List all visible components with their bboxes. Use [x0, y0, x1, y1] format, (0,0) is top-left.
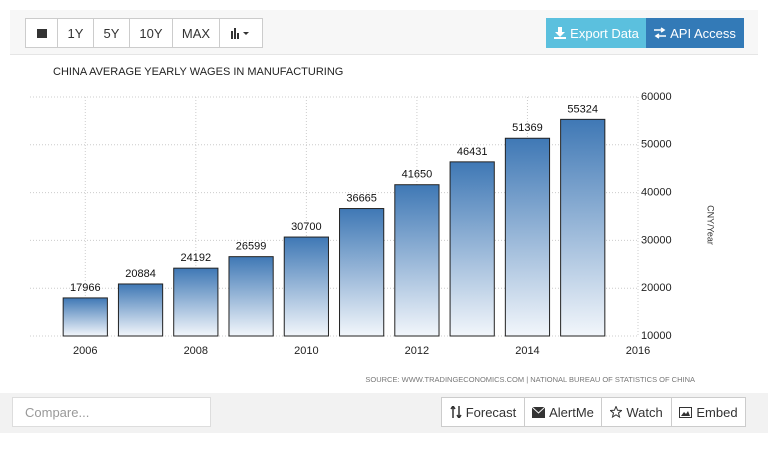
bar — [339, 208, 385, 337]
y-tick-label: 30000 — [641, 234, 672, 246]
api-button[interactable]: API Access — [646, 18, 744, 48]
watch-button[interactable]: Watch — [601, 397, 672, 427]
bar — [117, 283, 164, 337]
y-tick-label: 40000 — [641, 187, 672, 199]
export-button[interactable]: Export Data — [546, 18, 647, 48]
swap-icon — [654, 27, 667, 39]
image-icon — [679, 406, 693, 418]
bar — [449, 161, 495, 337]
forecast-icon — [450, 406, 462, 418]
bar — [62, 297, 108, 337]
y-tick-label: 60000 — [641, 91, 672, 103]
data-label: 17966 — [70, 282, 101, 294]
data-label: 55324 — [567, 103, 598, 115]
alert-label: AlertMe — [549, 404, 594, 420]
range-button[interactable]: 1Y — [57, 18, 94, 48]
data-label: 51369 — [512, 122, 543, 134]
bar — [228, 256, 274, 337]
y-tick-label: 10000 — [641, 330, 672, 342]
calendar-button[interactable] — [25, 18, 58, 48]
bar — [504, 137, 551, 337]
bar — [560, 118, 606, 337]
watch-label: Watch — [626, 404, 663, 420]
forecast-label: Forecast — [465, 404, 517, 420]
api-label: API Access — [670, 25, 736, 41]
data-label: 30700 — [291, 221, 322, 233]
x-tick-label: 2012 — [405, 345, 429, 357]
download-icon — [554, 27, 567, 39]
bar — [394, 184, 440, 337]
range-button[interactable]: 5Y — [93, 18, 130, 48]
x-tick-label: 2010 — [294, 345, 318, 357]
export-label: Export Data — [570, 25, 639, 41]
y-tick-label: 50000 — [641, 139, 672, 151]
data-label: 41650 — [402, 169, 433, 181]
x-tick-label: 2008 — [184, 345, 208, 357]
range-button[interactable]: MAX — [172, 18, 220, 48]
compare-input[interactable]: Compare... — [12, 397, 211, 427]
mail-icon — [532, 406, 546, 418]
chart-type-icon — [231, 28, 249, 39]
embed-button[interactable]: Embed — [671, 397, 746, 427]
data-label: 26599 — [236, 241, 267, 253]
bar — [173, 267, 219, 337]
alert-button[interactable]: AlertMe — [524, 397, 602, 427]
data-label: 36665 — [346, 192, 377, 204]
chart-type-button[interactable] — [219, 18, 263, 48]
y-axis-label: CNY/Year — [706, 205, 716, 245]
bar — [283, 236, 329, 337]
x-tick-label: 2016 — [626, 345, 650, 357]
source-note: SOURCE: WWW.TRADINGECONOMICS.COM | NATIO… — [365, 375, 695, 384]
forecast-button[interactable]: Forecast — [441, 397, 525, 427]
chart-title: CHINA AVERAGE YEARLY WAGES IN MANUFACTUR… — [53, 66, 343, 78]
x-tick-label: 2014 — [515, 345, 539, 357]
data-label: 46431 — [457, 146, 488, 158]
calendar-icon — [36, 29, 47, 38]
range-button[interactable]: 10Y — [129, 18, 173, 48]
star-icon — [610, 406, 623, 418]
data-label: 20884 — [125, 268, 156, 280]
x-tick-label: 2006 — [73, 345, 97, 357]
data-label: 24192 — [181, 252, 212, 264]
embed-label: Embed — [696, 404, 738, 420]
y-tick-label: 20000 — [641, 282, 672, 294]
